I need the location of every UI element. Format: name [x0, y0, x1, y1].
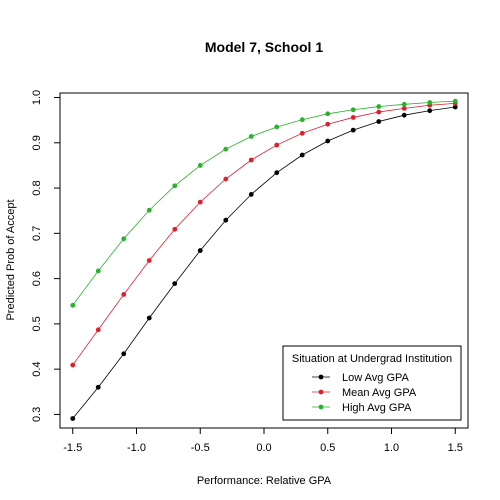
y-tick-label: 0.4	[31, 362, 43, 377]
data-point	[325, 121, 331, 127]
series-2	[70, 98, 458, 308]
data-point	[197, 199, 203, 205]
y-tick-label: 1.0	[31, 90, 43, 105]
data-point	[401, 101, 407, 107]
data-point	[197, 248, 203, 253]
data-point	[248, 134, 254, 139]
data-point	[325, 111, 331, 117]
series-line	[72, 103, 456, 366]
data-point	[70, 302, 76, 308]
y-tick-label: 0.3	[31, 407, 43, 422]
x-tick-label: 0.5	[320, 442, 335, 454]
data-point	[350, 115, 356, 120]
data-point	[452, 104, 458, 110]
data-point	[121, 351, 127, 357]
data-point	[197, 163, 203, 168]
data-point	[274, 124, 280, 130]
data-point	[427, 108, 433, 114]
x-tick-label: 1.0	[384, 442, 399, 454]
data-point	[376, 109, 382, 115]
x-tick-label: -0.5	[191, 442, 210, 454]
x-axis-label: Performance: Relative GPA	[197, 475, 332, 487]
data-point	[146, 207, 152, 213]
legend-item: Mean Avg GPA	[312, 387, 417, 399]
x-tick-label: 1.5	[448, 442, 463, 454]
legend-marker	[318, 404, 324, 410]
data-point	[325, 138, 331, 144]
legend: Situation at Undergrad Institution Low A…	[282, 345, 462, 421]
legend-item: Low Avg GPA	[312, 372, 410, 384]
y-axis: 0.3 0.4 0.5 0.6 0.7 0.8 0.9 1.0	[31, 90, 61, 422]
x-tick-label: -1.0	[127, 442, 146, 454]
data-point	[376, 119, 382, 124]
y-tick-label: 0.8	[31, 180, 43, 195]
data-point	[223, 217, 229, 223]
data-point	[376, 104, 382, 109]
data-point	[248, 157, 254, 163]
legend-label: Mean Avg GPA	[342, 387, 417, 399]
x-tick-label: 0.0	[256, 442, 271, 454]
data-point	[95, 268, 101, 274]
data-point	[172, 281, 178, 286]
legend-marker	[318, 374, 324, 380]
series-0	[70, 104, 458, 421]
data-point	[274, 142, 280, 148]
legend-items: Low Avg GPA Mean Avg GPA High Avg GPA	[312, 372, 417, 414]
data-point	[172, 183, 178, 189]
data-point	[121, 236, 127, 242]
data-point	[299, 130, 305, 136]
legend-marker	[318, 389, 324, 395]
data-point	[299, 152, 305, 158]
y-axis-label: Predicted Prob of Accept	[5, 199, 17, 320]
x-tick-label: -1.5	[63, 442, 82, 454]
data-point	[401, 105, 407, 111]
data-point	[70, 416, 76, 421]
chart-title: Model 7, School 1	[205, 39, 323, 55]
series-layer	[70, 98, 458, 421]
data-point	[223, 146, 229, 152]
series-1	[70, 101, 458, 368]
legend-box	[282, 345, 462, 421]
data-point	[350, 127, 356, 133]
legend-label: High Avg GPA	[342, 402, 412, 414]
data-point	[95, 327, 101, 333]
legend-title: Situation at Undergrad Institution	[292, 353, 452, 365]
y-tick-label: 0.7	[31, 226, 43, 241]
data-point	[223, 176, 229, 182]
series-line	[72, 100, 456, 306]
data-point	[299, 117, 305, 123]
y-tick-label: 0.5	[31, 316, 43, 331]
series-line	[72, 106, 456, 419]
data-point	[146, 258, 152, 263]
data-point	[427, 100, 433, 105]
data-point	[274, 170, 280, 176]
data-point	[146, 315, 152, 321]
data-point	[452, 98, 458, 104]
legend-item: High Avg GPA	[312, 402, 412, 414]
data-point	[401, 112, 407, 118]
y-tick-label: 0.6	[31, 271, 43, 286]
data-point	[95, 384, 101, 390]
legend-label: Low Avg GPA	[342, 372, 410, 384]
x-axis: -1.5 -1.0 -0.5 0.0 0.5 1.0 1.5	[63, 427, 463, 454]
y-tick-label: 0.9	[31, 135, 43, 150]
data-point	[172, 226, 178, 232]
data-point	[248, 192, 254, 197]
data-point	[121, 292, 127, 297]
data-point	[350, 107, 356, 113]
data-point	[70, 362, 76, 368]
